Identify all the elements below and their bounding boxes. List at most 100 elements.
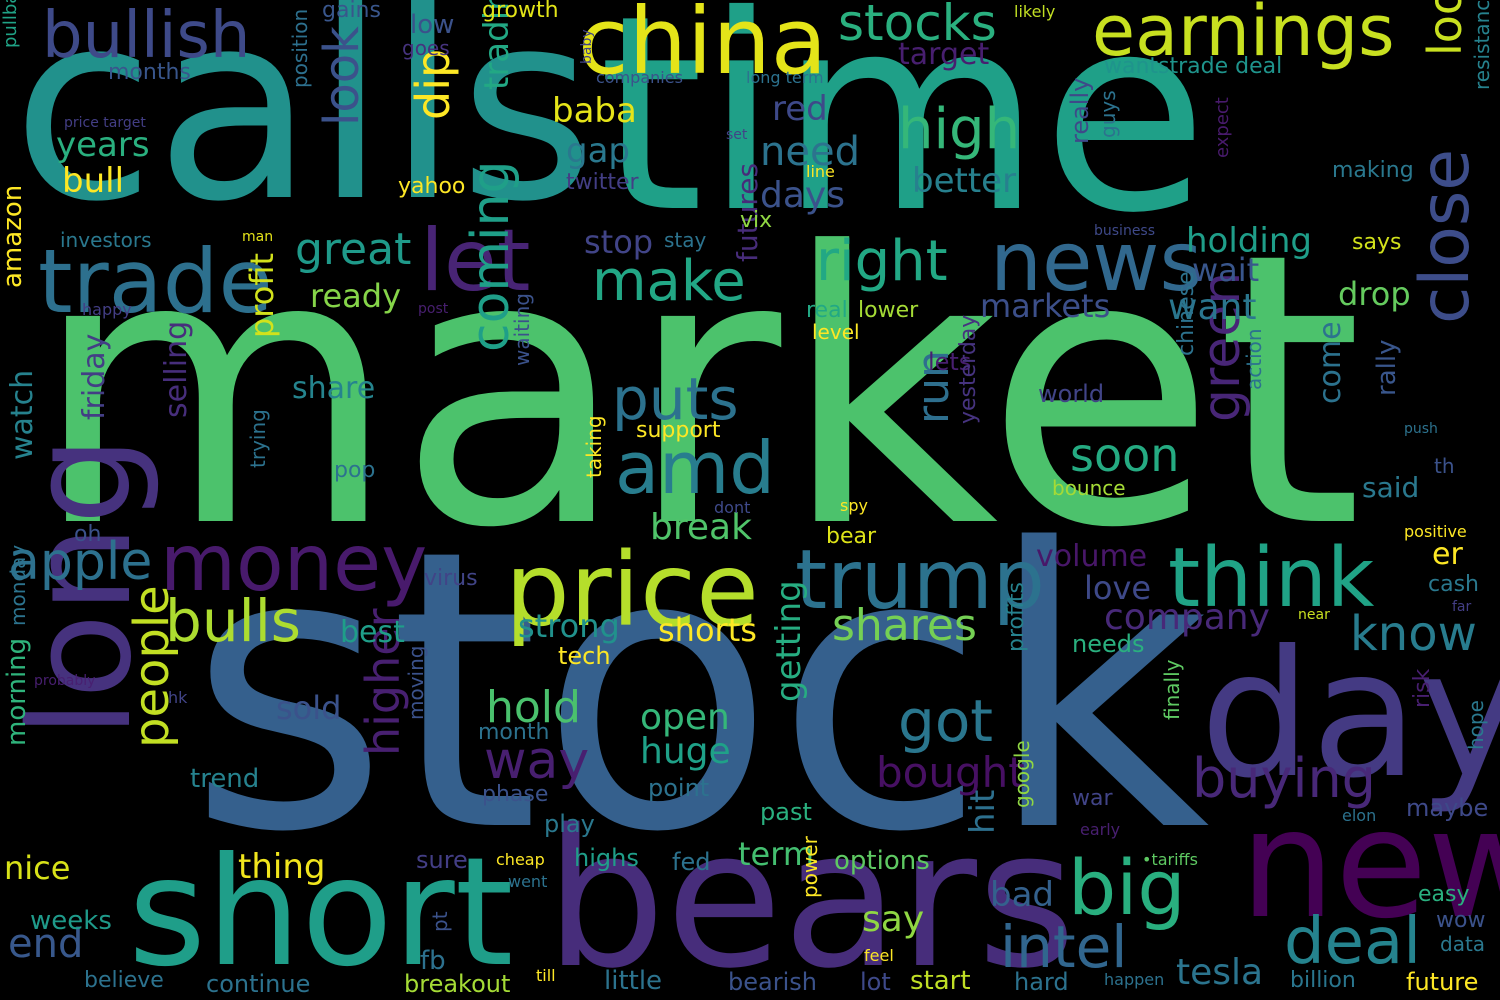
word-breakout: breakout xyxy=(404,970,511,998)
word-hit: hit xyxy=(963,789,1003,834)
word-stop: stop xyxy=(584,223,654,261)
word-calls: calls xyxy=(12,0,595,259)
word-trend: trend xyxy=(190,764,260,794)
word-huge: huge xyxy=(640,731,731,772)
word-chinese: chinese xyxy=(1174,271,1199,356)
word-pop: pop xyxy=(334,458,376,483)
word-phase: phase xyxy=(482,782,549,807)
word-bulls: bulls xyxy=(165,587,302,655)
word-hk: hk xyxy=(168,688,188,707)
word-friday: friday xyxy=(77,333,112,420)
word-post: post xyxy=(418,301,449,317)
word-business: business xyxy=(1094,223,1156,239)
word-red: red xyxy=(772,89,828,129)
word-market: market xyxy=(32,174,1363,610)
word-said: said xyxy=(1362,471,1420,504)
word-needs: needs xyxy=(1072,630,1145,658)
word-money: money xyxy=(160,519,428,609)
word-know: know xyxy=(1350,606,1477,662)
word-need: need xyxy=(760,129,860,175)
word-intel: intel xyxy=(1000,913,1128,981)
word-company: company xyxy=(1104,597,1270,638)
word-trying: trying xyxy=(246,409,270,468)
word-lets: lets xyxy=(928,348,972,376)
word-gap: gap xyxy=(566,131,630,171)
word-war: war xyxy=(1072,786,1113,811)
word-news: news xyxy=(990,215,1203,310)
word-term: term xyxy=(738,835,814,873)
word-time: time xyxy=(598,0,1209,272)
word-best: best xyxy=(340,615,405,650)
word-yesterday: yesterday xyxy=(956,314,981,424)
word-near: near xyxy=(1298,607,1330,623)
word-companies: companies xyxy=(596,68,683,87)
word-finally: finally xyxy=(1160,659,1184,720)
word-highs: highs xyxy=(574,844,639,872)
word-far: far xyxy=(1452,599,1472,615)
word-sure: sure xyxy=(416,846,468,874)
word-position: position xyxy=(288,8,312,88)
word-thing: thing xyxy=(238,847,326,887)
word-let: let xyxy=(420,211,531,311)
word-new: new xyxy=(1240,778,1500,952)
word-break: break xyxy=(650,507,752,548)
word-sold: sold xyxy=(276,689,342,727)
word-taking: taking xyxy=(582,415,606,478)
word-rally: rally xyxy=(1372,339,1402,396)
word-price: price xyxy=(505,531,759,650)
word-profit: profit xyxy=(243,252,281,338)
word-cheap: cheap xyxy=(496,850,545,869)
word-make: make xyxy=(592,249,746,314)
word-elon: elon xyxy=(1342,806,1377,825)
word-level: level xyxy=(812,320,860,344)
word-day: day xyxy=(1200,614,1500,817)
word-spy: spy xyxy=(840,496,868,515)
word-look: look xyxy=(314,26,370,126)
word-fb: fb xyxy=(420,946,446,976)
word-pt: pt xyxy=(428,911,452,932)
word-believe: believe xyxy=(84,968,164,993)
word-shares: shares xyxy=(832,600,977,651)
word-deal: deal xyxy=(1284,905,1421,979)
word-volume: volume xyxy=(1036,539,1148,574)
word-profits: profits xyxy=(1004,582,1029,652)
word-ready: ready xyxy=(310,277,401,315)
word-markets: markets xyxy=(980,287,1111,325)
word-tariffs: •tariffs xyxy=(1142,850,1198,869)
word-month: month xyxy=(478,720,550,745)
word-weeks: weeks xyxy=(30,906,112,936)
word-bear: bear xyxy=(826,524,877,549)
word-little: little xyxy=(604,966,663,996)
word-world: world xyxy=(1038,380,1105,408)
word-nice: nice xyxy=(4,849,71,887)
word-long-term: long term xyxy=(746,68,824,87)
word-waiting: waiting xyxy=(510,293,534,366)
word-bounce: bounce xyxy=(1052,476,1126,500)
word-positive: positive xyxy=(1404,522,1467,541)
word-earnings: earnings xyxy=(1092,0,1395,72)
word-hard: hard xyxy=(1014,968,1069,996)
word-drop: drop xyxy=(1338,275,1411,313)
word-strong: strong xyxy=(518,607,620,645)
word-better: better xyxy=(912,161,1017,201)
word-easy: easy xyxy=(1418,882,1470,907)
word-bad: bad xyxy=(990,875,1054,915)
word-think: think xyxy=(1168,531,1375,626)
word-says: says xyxy=(1352,230,1402,255)
word-short: short xyxy=(128,826,514,1000)
word-past: past xyxy=(760,798,812,826)
word-tesla: tesla xyxy=(1176,952,1264,993)
word-twitter: twitter xyxy=(566,170,639,195)
word-probably: probably xyxy=(34,673,96,689)
word-wow: wow xyxy=(1436,908,1486,933)
word-china: china xyxy=(578,0,828,95)
word-years: years xyxy=(56,125,150,165)
word-likely: likely xyxy=(1014,2,1056,21)
word-bearish: bearish xyxy=(728,968,817,996)
word-lower: lower xyxy=(858,298,919,323)
word-morning: morning xyxy=(2,637,32,746)
word-options: options xyxy=(834,846,930,876)
word-point: point xyxy=(648,774,710,802)
word-play: play xyxy=(544,810,595,838)
